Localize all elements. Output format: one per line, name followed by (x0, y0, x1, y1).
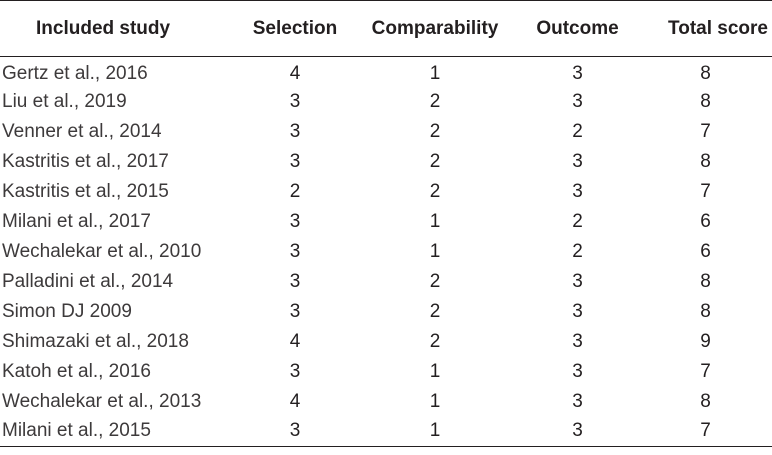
cell-comparability: 1 (429, 360, 441, 382)
cell-outcome: 2 (572, 240, 583, 262)
table-row: Wechalekar et al., 2013 4 1 3 8 (0, 387, 772, 417)
cell-selection: 3 (289, 240, 301, 262)
cell-comparability: 2 (429, 300, 441, 322)
table-row: Katoh et al., 2016 3 1 3 7 (0, 357, 772, 387)
cell-total-score: 8 (700, 90, 711, 112)
cell-selection: 4 (289, 62, 301, 84)
cell-outcome: 3 (572, 62, 583, 84)
header-included-study: Included study (0, 0, 236, 57)
cell-study: Simon DJ 2009 (2, 300, 132, 322)
table-row: Milani et al., 2015 3 1 3 7 (0, 416, 772, 447)
cell-outcome: 3 (572, 270, 583, 292)
cell-study: Venner et al., 2014 (2, 120, 162, 142)
cell-comparability: 1 (354, 416, 516, 447)
cell-comparability: 1 (429, 210, 441, 232)
cell-total-score: 8 (700, 270, 711, 292)
table-row: Venner et al., 2014 3 2 2 7 (0, 117, 772, 147)
table-header: Included study Selection Comparability O… (0, 0, 772, 57)
table-row: Gertz et al., 2016 4 1 3 8 (0, 57, 772, 87)
cell-total-score: 7 (700, 360, 711, 382)
cell-study: Liu et al., 2019 (2, 90, 127, 112)
table-row: Milani et al., 2017 3 1 2 6 (0, 207, 772, 237)
table-row: Wechalekar et al., 2010 3 1 2 6 (0, 237, 772, 267)
cell-total-score: 7 (700, 180, 711, 202)
table-row: Palladini et al., 2014 3 2 3 8 (0, 267, 772, 297)
cell-study: Shimazaki et al., 2018 (2, 330, 189, 352)
cell-selection: 3 (289, 300, 301, 322)
cell-selection: 3 (289, 270, 301, 292)
cell-study: Wechalekar et al., 2010 (2, 240, 202, 262)
cell-selection: 3 (289, 360, 301, 382)
table-row: Kastritis et al., 2015 2 2 3 7 (0, 177, 772, 207)
cell-selection: 4 (289, 330, 301, 352)
cell-selection: 4 (289, 390, 301, 412)
cell-selection: 3 (289, 210, 301, 232)
cell-total-score: 6 (700, 240, 711, 262)
cell-comparability: 2 (429, 270, 441, 292)
cell-outcome: 3 (572, 330, 583, 352)
cell-total-score: 8 (700, 62, 711, 84)
cell-comparability: 1 (429, 240, 441, 262)
cell-outcome: 3 (572, 390, 583, 412)
cell-outcome: 3 (572, 180, 583, 202)
cell-selection: 3 (289, 90, 301, 112)
cell-study: Gertz et al., 2016 (2, 62, 148, 84)
header-row: Included study Selection Comparability O… (0, 0, 772, 57)
cell-selection: 3 (289, 150, 301, 172)
cell-outcome: 3 (572, 360, 583, 382)
cell-comparability: 2 (429, 330, 441, 352)
cell-total-score: 7 (700, 120, 711, 142)
cell-comparability: 2 (429, 180, 441, 202)
cell-total-score: 8 (700, 390, 711, 412)
cell-study: Kastritis et al., 2015 (2, 180, 169, 202)
table-row: Liu et al., 2019 3 2 3 8 (0, 87, 772, 117)
cell-outcome: 3 (572, 90, 583, 112)
cell-comparability: 2 (429, 120, 441, 142)
cell-outcome: 3 (572, 300, 583, 322)
table-row: Shimazaki et al., 2018 4 2 3 9 (0, 327, 772, 357)
cell-comparability: 1 (429, 62, 441, 84)
table-body: Gertz et al., 2016 4 1 3 8 Liu et al., 2019 3 2… (0, 57, 772, 447)
header-outcome: Outcome (516, 0, 639, 57)
cell-study: Kastritis et al., 2017 (2, 150, 169, 172)
header-selection: Selection (236, 0, 354, 57)
cell-study: Palladini et al., 2014 (2, 270, 174, 292)
cell-selection: 2 (289, 180, 301, 202)
cell-study: Milani et al., 2015 (0, 416, 236, 447)
cell-outcome: 3 (572, 150, 583, 172)
cell-selection: 3 (289, 120, 301, 142)
cell-comparability: 2 (429, 90, 441, 112)
cell-total-score: 8 (700, 300, 711, 322)
cell-comparability: 2 (429, 150, 441, 172)
cell-study: Wechalekar et al., 2013 (2, 390, 202, 412)
header-total-score: Total score (639, 0, 772, 57)
cell-selection: 3 (236, 416, 354, 447)
cell-study: Milani et al., 2017 (2, 210, 151, 232)
cell-comparability: 1 (429, 390, 441, 412)
header-comparability: Comparability (354, 0, 516, 57)
cell-total-score: 9 (700, 330, 711, 352)
cell-total-score: 6 (700, 210, 711, 232)
cell-outcome: 2 (572, 210, 583, 232)
cell-total-score: 7 (639, 416, 772, 447)
cell-outcome: 3 (516, 416, 639, 447)
cell-total-score: 8 (700, 150, 711, 172)
cell-outcome: 2 (572, 120, 583, 142)
table-row: Kastritis et al., 2017 3 2 3 8 (0, 147, 772, 177)
cell-study: Katoh et al., 2016 (2, 360, 151, 382)
table-row: Simon DJ 2009 3 2 3 8 (0, 297, 772, 327)
